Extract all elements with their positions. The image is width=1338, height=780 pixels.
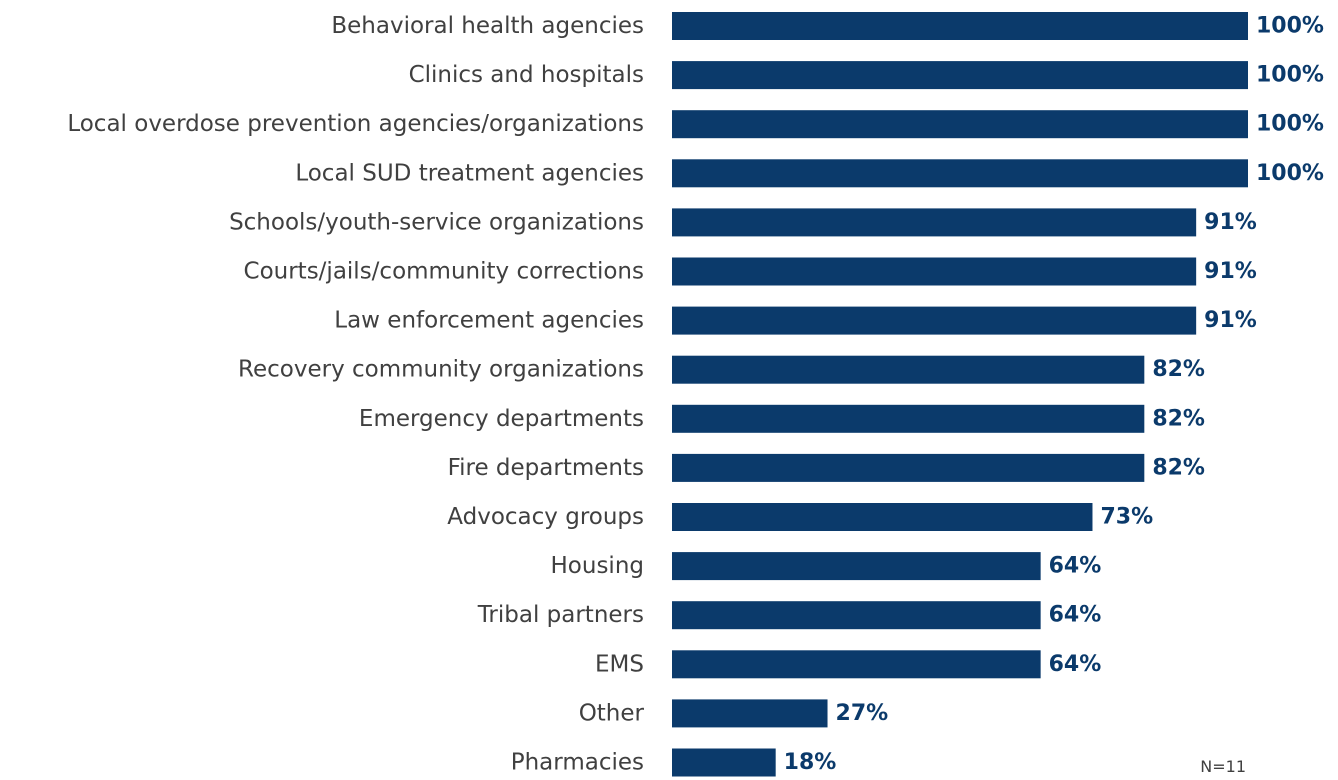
value-label: 73% <box>1100 505 1153 530</box>
bar <box>672 306 1197 335</box>
value-label: 100% <box>1256 112 1324 137</box>
value-label: 64% <box>1049 652 1102 677</box>
bar <box>672 503 1093 531</box>
category-label: Recovery community organizations <box>238 357 644 383</box>
bar <box>672 61 1248 90</box>
value-label: 27% <box>836 701 889 726</box>
category-label: Advocacy groups <box>447 504 644 530</box>
bar <box>672 699 828 728</box>
value-label: 18% <box>784 750 837 775</box>
category-label: Behavioral health agencies <box>331 13 644 39</box>
category-label: EMS <box>595 651 644 677</box>
bar <box>672 453 1145 482</box>
bar <box>672 257 1197 286</box>
category-label: Local overdose prevention agencies/organ… <box>67 111 644 137</box>
value-label: 91% <box>1204 259 1257 284</box>
bar <box>672 748 776 777</box>
bar <box>672 404 1145 433</box>
value-label: 100% <box>1256 161 1324 186</box>
value-label: 82% <box>1152 357 1205 382</box>
value-label: 100% <box>1256 14 1324 39</box>
value-label: 100% <box>1256 63 1324 88</box>
category-label: Law enforcement agencies <box>334 308 644 334</box>
category-label: Fire departments <box>448 455 644 481</box>
category-label: Other <box>579 700 645 726</box>
bar <box>672 601 1041 630</box>
bar <box>672 650 1041 679</box>
value-label: 82% <box>1152 455 1205 480</box>
category-label: Local SUD treatment agencies <box>295 160 644 186</box>
category-label: Emergency departments <box>359 406 644 432</box>
category-label: Schools/youth-service organizations <box>229 209 644 235</box>
category-label: Clinics and hospitals <box>409 62 644 88</box>
value-label: 91% <box>1204 308 1257 333</box>
value-label: 82% <box>1152 406 1205 431</box>
bar <box>672 110 1248 139</box>
bar <box>672 355 1145 384</box>
category-label: Tribal partners <box>477 602 644 628</box>
category-label: Housing <box>551 553 645 579</box>
bar <box>672 552 1041 581</box>
value-label: 64% <box>1049 554 1102 579</box>
sample-size-note: N=11 <box>1200 757 1246 776</box>
category-label: Pharmacies <box>511 750 644 776</box>
bar <box>672 12 1248 40</box>
value-label: 64% <box>1049 603 1102 628</box>
bar <box>672 208 1197 237</box>
bar <box>672 159 1248 188</box>
category-label: Courts/jails/community corrections <box>244 259 644 285</box>
value-label: 91% <box>1204 210 1257 235</box>
